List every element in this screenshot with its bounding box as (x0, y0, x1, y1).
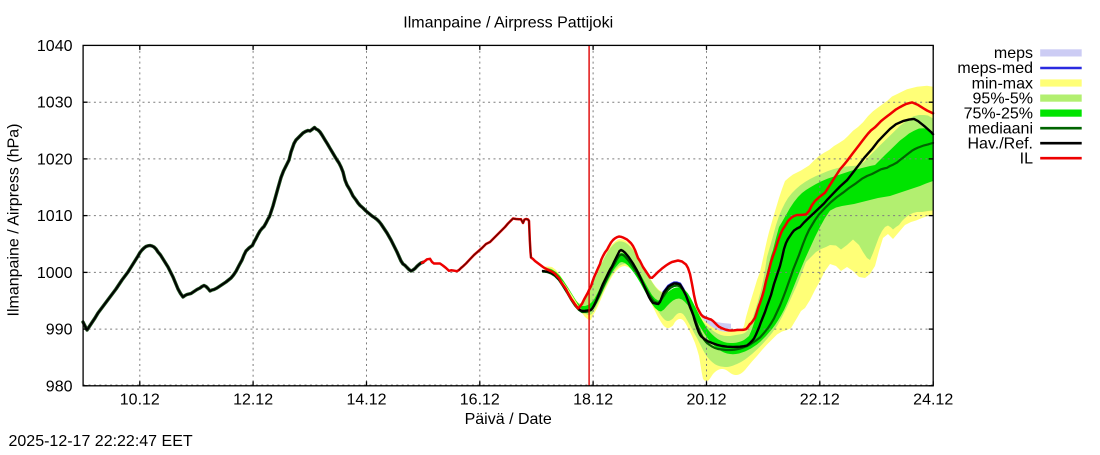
svg-text:1000: 1000 (37, 265, 73, 282)
svg-text:10.12: 10.12 (120, 392, 160, 409)
svg-text:Päivä / Date: Päivä / Date (465, 411, 552, 428)
svg-text:20.12: 20.12 (686, 392, 726, 409)
svg-text:24.12: 24.12 (913, 392, 953, 409)
svg-text:18.12: 18.12 (573, 392, 613, 409)
svg-text:14.12: 14.12 (346, 392, 386, 409)
svg-text:Hav./Ref.: Hav./Ref. (968, 136, 1034, 153)
svg-text:75%-25%: 75%-25% (964, 105, 1033, 122)
svg-text:meps-med: meps-med (957, 60, 1033, 77)
svg-text:1030: 1030 (37, 95, 73, 112)
svg-text:min-max: min-max (972, 75, 1033, 92)
svg-text:1020: 1020 (37, 151, 73, 168)
svg-text:1010: 1010 (37, 208, 73, 225)
svg-text:Ilmanpaine / Airpress (hPa): Ilmanpaine / Airpress (hPa) (6, 124, 23, 317)
svg-text:22.12: 22.12 (800, 392, 840, 409)
svg-text:12.12: 12.12 (233, 392, 273, 409)
svg-text:2025-12-17 22:22:47 EET: 2025-12-17 22:22:47 EET (9, 433, 193, 450)
svg-text:mediaani: mediaani (968, 121, 1033, 138)
svg-text:meps: meps (994, 45, 1033, 62)
svg-text:980: 980 (46, 378, 73, 395)
svg-text:16.12: 16.12 (460, 392, 500, 409)
svg-text:IL: IL (1020, 151, 1033, 168)
svg-text:990: 990 (46, 322, 73, 339)
svg-text:Ilmanpaine / Airpress Pattijok: Ilmanpaine / Airpress Pattijoki (403, 15, 613, 32)
svg-text:95%-5%: 95%-5% (973, 90, 1033, 107)
svg-text:1040: 1040 (37, 38, 73, 55)
